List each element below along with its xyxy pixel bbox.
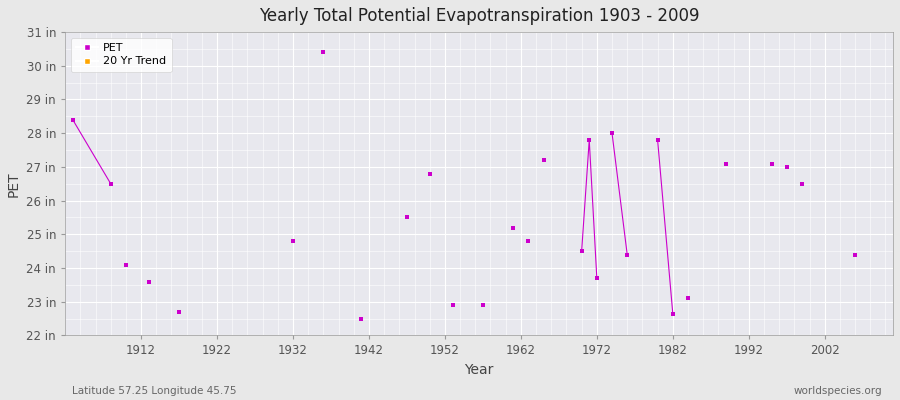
Point — [666, 310, 680, 317]
Text: worldspecies.org: worldspecies.org — [794, 386, 882, 396]
Point — [172, 309, 186, 315]
Point — [476, 302, 491, 308]
Point — [574, 248, 589, 254]
Point — [764, 160, 778, 167]
Point — [355, 316, 369, 322]
Point — [66, 116, 80, 123]
Point — [848, 251, 862, 258]
Point — [446, 302, 460, 308]
Point — [590, 275, 604, 281]
Point — [605, 130, 619, 136]
Point — [536, 157, 551, 163]
Point — [795, 180, 809, 187]
Point — [316, 49, 330, 56]
X-axis label: Year: Year — [464, 363, 494, 377]
Point — [422, 170, 436, 177]
Point — [582, 137, 597, 143]
Y-axis label: PET: PET — [7, 171, 21, 196]
Point — [104, 180, 118, 187]
Point — [719, 160, 733, 167]
Title: Yearly Total Potential Evapotranspiration 1903 - 2009: Yearly Total Potential Evapotranspiratio… — [259, 7, 699, 25]
Text: Latitude 57.25 Longitude 45.75: Latitude 57.25 Longitude 45.75 — [72, 386, 237, 396]
Point — [620, 251, 634, 258]
Point — [680, 295, 695, 302]
Point — [651, 137, 665, 143]
Point — [141, 278, 156, 285]
Point — [506, 224, 520, 231]
Point — [119, 262, 133, 268]
Point — [521, 238, 535, 244]
Point — [779, 164, 794, 170]
Legend: PET, 20 Yr Trend: PET, 20 Yr Trend — [71, 38, 172, 72]
Point — [286, 238, 301, 244]
Point — [400, 214, 414, 221]
